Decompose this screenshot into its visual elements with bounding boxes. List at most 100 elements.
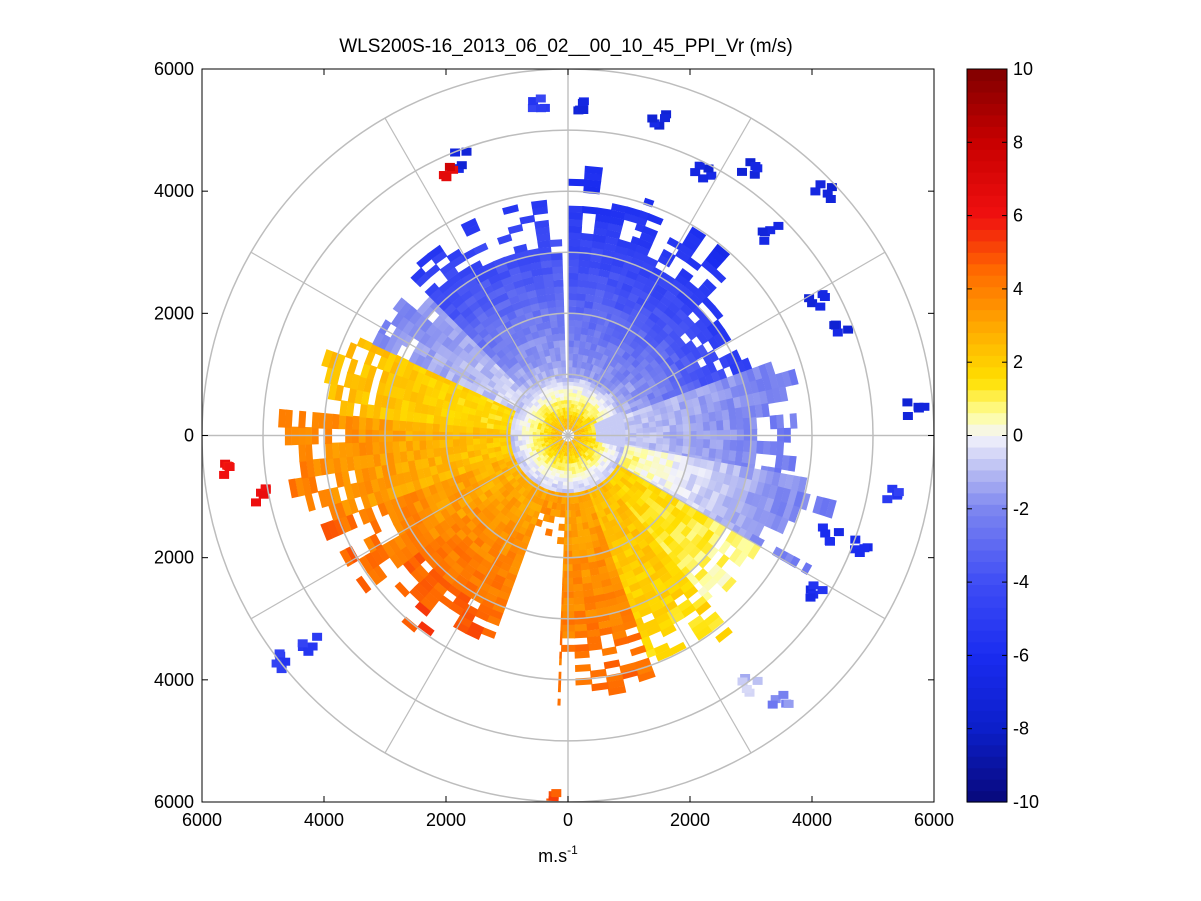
velocity-cell — [592, 302, 603, 311]
velocity-cell — [701, 296, 716, 311]
velocity-cell — [614, 472, 623, 481]
velocity-cell — [687, 615, 705, 630]
velocity-cell — [770, 514, 783, 532]
velocity-cell — [632, 480, 642, 490]
velocity-cell — [601, 584, 614, 595]
velocity-cell — [762, 441, 771, 455]
velocity-cell — [379, 369, 390, 384]
velocity-cell-near — [551, 415, 556, 421]
velocity-cell — [529, 376, 537, 385]
velocity-cell — [724, 352, 736, 367]
velocity-cell — [775, 501, 788, 519]
velocity-cell — [640, 307, 653, 319]
velocity-cell — [487, 392, 497, 401]
velocity-cell — [655, 549, 669, 562]
velocity-scatter-point — [312, 632, 323, 641]
velocity-cell-near — [573, 442, 578, 447]
velocity-cell — [542, 273, 554, 282]
velocity-cell — [696, 344, 709, 357]
velocity-cell — [540, 491, 547, 500]
velocity-cell — [607, 685, 627, 696]
velocity-cell — [591, 357, 597, 365]
velocity-cell — [572, 353, 579, 361]
velocity-cell-near — [556, 484, 563, 490]
velocity-cell — [535, 226, 550, 236]
velocity-cell — [568, 340, 575, 348]
velocity-cell — [488, 358, 497, 366]
velocity-cell — [579, 508, 587, 517]
velocity-cell — [635, 497, 646, 508]
velocity-cell — [752, 392, 762, 406]
velocity-cell — [333, 517, 346, 536]
velocity-cell — [442, 285, 457, 299]
velocity-cell — [634, 447, 643, 454]
velocity-cell — [364, 552, 379, 570]
velocity-cell — [649, 577, 664, 590]
velocity-cell — [557, 319, 565, 328]
velocity-cell-near — [559, 439, 564, 443]
velocity-cell-near — [581, 436, 586, 440]
velocity-cell — [623, 548, 635, 559]
velocity-cell — [728, 450, 737, 463]
velocity-cell — [658, 571, 673, 584]
velocity-scatter-point — [808, 581, 819, 590]
velocity-cell-near — [591, 429, 597, 434]
velocity-cell — [678, 537, 691, 550]
velocity-cell — [612, 493, 621, 502]
velocity-cell — [343, 371, 354, 389]
velocity-cell-near — [553, 456, 559, 462]
velocity-cell — [441, 336, 454, 349]
velocity-cell — [439, 446, 448, 457]
velocity-cell — [488, 451, 496, 459]
velocity-cell-near — [565, 445, 567, 450]
velocity-cell — [561, 366, 567, 375]
velocity-cell-near — [572, 428, 576, 432]
velocity-cell — [603, 556, 615, 566]
velocity-cell — [423, 591, 440, 607]
velocity-cell — [530, 302, 541, 312]
velocity-cell — [437, 319, 450, 333]
velocity-cell — [405, 440, 414, 452]
velocity-cell — [392, 440, 400, 453]
colorbar-swatch — [967, 114, 1007, 127]
velocity-cell — [589, 371, 596, 380]
velocity-cell — [637, 577, 651, 589]
velocity-cell — [408, 490, 420, 504]
velocity-cell — [547, 361, 554, 370]
velocity-cell — [591, 580, 603, 590]
velocity-cell — [320, 522, 334, 541]
velocity-cell — [635, 354, 646, 364]
velocity-cell — [535, 287, 547, 297]
velocity-cell-near — [526, 422, 531, 428]
velocity-cell — [457, 465, 466, 476]
velocity-cell — [418, 497, 430, 510]
velocity-cell — [636, 437, 644, 443]
velocity-cell — [411, 512, 423, 526]
velocity-cell — [553, 367, 559, 376]
velocity-cell — [527, 339, 537, 348]
velocity-cell — [474, 454, 484, 463]
velocity-cell — [463, 224, 481, 237]
velocity-cell — [312, 458, 322, 477]
velocity-cell — [607, 481, 614, 489]
velocity-cell-near — [545, 423, 551, 428]
velocity-cell — [492, 400, 501, 407]
velocity-cell-near — [543, 437, 548, 441]
velocity-cell — [493, 573, 506, 585]
velocity-cell-near — [576, 405, 582, 410]
velocity-cell — [616, 600, 631, 612]
velocity-cell — [341, 499, 353, 517]
velocity-cell — [591, 539, 601, 549]
velocity-cell — [527, 508, 536, 517]
velocity-cell — [568, 225, 583, 234]
velocity-cell — [568, 219, 583, 227]
velocity-cell — [596, 531, 606, 541]
velocity-cell-near — [548, 442, 554, 446]
velocity-cell — [597, 620, 612, 630]
velocity-cell — [356, 337, 367, 349]
velocity-cell — [669, 641, 687, 656]
velocity-cell — [578, 266, 590, 275]
velocity-cell — [699, 459, 709, 470]
velocity-cell — [626, 314, 638, 326]
